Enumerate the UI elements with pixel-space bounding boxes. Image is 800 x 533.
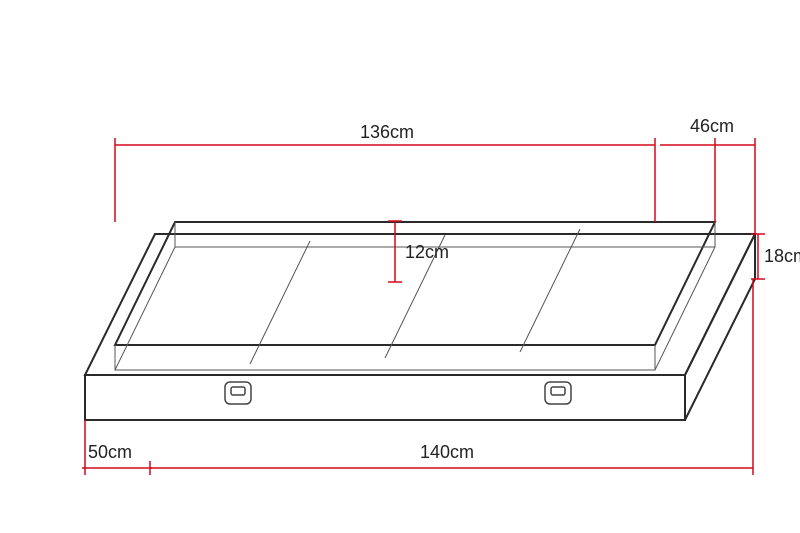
dim-outer-depth-value: 50: [88, 442, 108, 462]
handle-right: [545, 382, 571, 404]
dim-inner-depth: 46cm: [660, 116, 755, 234]
handle-left: [225, 382, 251, 404]
dim-outer-depth: 50cm: [82, 420, 152, 475]
dim-outer-width-value: 140: [420, 442, 450, 462]
inner-floor: [115, 247, 715, 370]
svg-text:18cm: 18cm: [764, 246, 800, 266]
front-face: [85, 375, 685, 420]
svg-text:50cm: 50cm: [88, 442, 132, 462]
dim-inner-depth-value: 46: [690, 116, 710, 136]
svg-text:12cm: 12cm: [405, 242, 449, 262]
dim-inner-width-value: 136: [360, 122, 390, 142]
svg-text:140cm: 140cm: [420, 442, 474, 462]
svg-text:136cm: 136cm: [360, 122, 414, 142]
dim-outer-width: 140cm: [150, 279, 753, 475]
dim-inner-height-unit: cm: [425, 242, 449, 262]
dim-outer-depth-unit: cm: [108, 442, 132, 462]
dim-inner-height: 12cm: [388, 221, 449, 282]
svg-text:46cm: 46cm: [690, 116, 734, 136]
dimension-diagram: 136cm 46cm 12cm 18cm 50cm 140cm: [0, 0, 800, 533]
dim-inner-width: 136cm: [115, 122, 655, 222]
inner-opening: [115, 222, 715, 345]
dim-inner-width-unit: cm: [390, 122, 414, 142]
dim-outer-width-unit: cm: [450, 442, 474, 462]
dim-outer-height-unit: cm: [784, 246, 800, 266]
dim-outer-height-value: 18: [764, 246, 784, 266]
dim-inner-depth-unit: cm: [710, 116, 734, 136]
dim-inner-height-value: 12: [405, 242, 425, 262]
dim-outer-height: 18cm: [751, 234, 800, 279]
